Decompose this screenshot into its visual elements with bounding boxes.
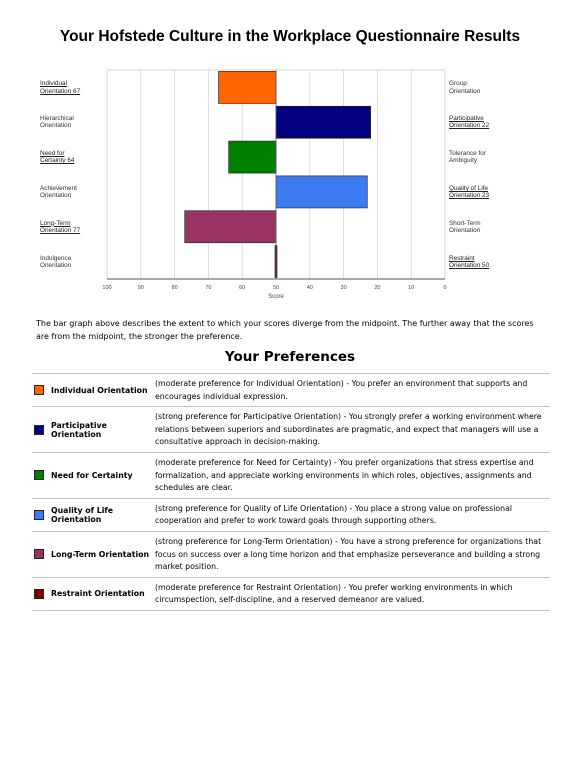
preference-name: Individual Orientation <box>51 385 148 395</box>
right-dimension-label-line: Orientation <box>449 87 481 95</box>
color-swatch <box>34 470 44 481</box>
right-dimension-label-line: Orientation <box>449 226 481 234</box>
preference-row: Participative Orientation (strong prefere… <box>32 406 550 452</box>
color-swatch <box>34 549 44 560</box>
left-dimension-label: Achievement Orientation <box>40 185 110 199</box>
preference-name: Participative Orientation <box>51 420 107 439</box>
preference-name-cell: Quality of Life Orientation <box>32 499 155 531</box>
preference-name: Quality of Life Orientation <box>51 505 114 524</box>
left-dimension-label-line: Need for <box>40 150 65 158</box>
left-dimension-label-line: Orientation <box>40 261 72 269</box>
preference-row: Long-Term Orientation (strong preference … <box>32 530 550 577</box>
right-dimension-label-line: Restraint <box>449 254 475 262</box>
preference-row: Quality of Life Orientation (strong prefe… <box>32 497 550 531</box>
right-dimension-label: Restraint Orientation 50 <box>449 255 519 269</box>
preference-name-cell: Long-Term Orientation <box>32 532 155 577</box>
left-dimension-label: Indulgence Orientation <box>40 255 110 269</box>
preference-description: (moderate preference for Individual Orie… <box>155 379 528 401</box>
chart-description: The bar graph above describes the extent… <box>36 319 534 341</box>
right-dimension-label: Group Orientation <box>449 80 519 94</box>
right-dimension-label: Quality of Life Orientation 23 <box>449 185 519 199</box>
preference-row: Need for Certainty (moderate preference f… <box>32 451 550 498</box>
x-tick-label: 10 <box>408 285 414 291</box>
right-dimension-label-line: Orientation 50 <box>449 261 490 269</box>
preference-name: Restraint Orientation <box>51 589 145 599</box>
color-swatch <box>34 424 44 435</box>
color-swatch <box>34 385 44 396</box>
preference-name-cell: Individual Orientation <box>32 374 155 406</box>
preference-row: Individual Orientation (moderate preferen… <box>32 373 550 406</box>
left-dimension-label-line: Achievement <box>40 184 77 192</box>
right-dimension-label: Participative Orientation 22 <box>449 115 519 129</box>
right-dimension-label: Short-Term Orientation <box>449 220 519 234</box>
color-swatch <box>34 509 44 520</box>
preference-description: (strong preference for Long-Term Orienta… <box>155 536 542 572</box>
x-tick-label: 80 <box>172 285 178 291</box>
left-dimension-label-line: Hierarchical <box>40 115 74 123</box>
left-dimension-label-line: Long-Term <box>40 219 71 227</box>
left-dimension-label-line: Orientation 67 <box>40 87 81 95</box>
left-dimension-label-line: Certainty 64 <box>40 157 75 165</box>
right-dimension-label-line: Orientation 23 <box>449 192 490 200</box>
left-dimension-label: Hierarchical Orientation <box>40 115 110 129</box>
x-tick-label: 30 <box>341 285 347 291</box>
left-dimension-label: Long-Term Orientation 77 <box>40 220 110 234</box>
left-dimension-label-line: Orientation <box>40 122 72 130</box>
preference-name: Need for Certainty <box>51 470 133 480</box>
preference-name-cell: Need for Certainty <box>32 453 155 498</box>
right-dimension-label-line: Group <box>449 80 467 88</box>
left-dimension-label: Need for Certainty 64 <box>40 150 110 164</box>
page-title: Your Hofstede Culture in the Workplace Q… <box>59 28 521 45</box>
preference-row: Restraint Orientation (moderate preferenc… <box>32 576 550 611</box>
left-dimension-label-line: Indulgence <box>40 254 72 262</box>
left-dimension-label: Individual Orientation 67 <box>40 80 110 94</box>
x-tick-label: 60 <box>239 285 245 291</box>
bar <box>228 140 277 174</box>
right-dimension-label-line: Orientation 22 <box>449 122 490 130</box>
bar <box>275 105 371 139</box>
left-dimension-label-line: Individual <box>40 80 68 88</box>
preference-name-cell: Restraint Orientation <box>32 578 155 610</box>
bar <box>184 210 277 244</box>
x-tick-label: 90 <box>138 285 144 291</box>
right-dimension-label-line: Quality of Life <box>449 184 489 192</box>
preference-name: Long-Term Orientation <box>51 549 150 559</box>
preference-description: (moderate preference for Restraint Orien… <box>155 582 513 605</box>
preference-name-cell: Participative Orientation <box>32 407 155 452</box>
preferences-list: Individual Orientation (moderate preferen… <box>32 373 550 611</box>
preference-description: (strong preference for Quality of Life O… <box>155 503 513 526</box>
bar <box>218 71 277 104</box>
preferences-title: Your Preferences <box>224 349 356 365</box>
x-tick-label: 100 <box>102 285 111 291</box>
preference-description: (strong preference for Participative Ori… <box>155 412 542 447</box>
left-dimension-label-line: Orientation 77 <box>40 226 81 234</box>
x-tick-label: 40 <box>307 285 313 291</box>
right-dimension-label-line: Participative <box>449 115 484 123</box>
right-dimension-label-line: Ambiguity <box>449 157 478 165</box>
right-dimension-label-line: Short-Term <box>449 219 481 227</box>
x-axis-label: Score <box>268 294 284 300</box>
left-dimension-label-line: Orientation <box>40 192 72 200</box>
right-dimension-label: Tolerance for Ambiguity <box>449 150 519 164</box>
x-tick-label: 20 <box>374 285 380 291</box>
x-tick-label: 0 <box>443 285 446 291</box>
preference-description: (moderate preference for Need for Certai… <box>155 457 534 493</box>
x-tick-label: 50 <box>273 285 279 291</box>
right-dimension-label-line: Tolerance for <box>449 150 486 158</box>
bar <box>275 175 368 209</box>
color-swatch <box>34 588 44 599</box>
x-tick-label: 70 <box>205 285 211 291</box>
